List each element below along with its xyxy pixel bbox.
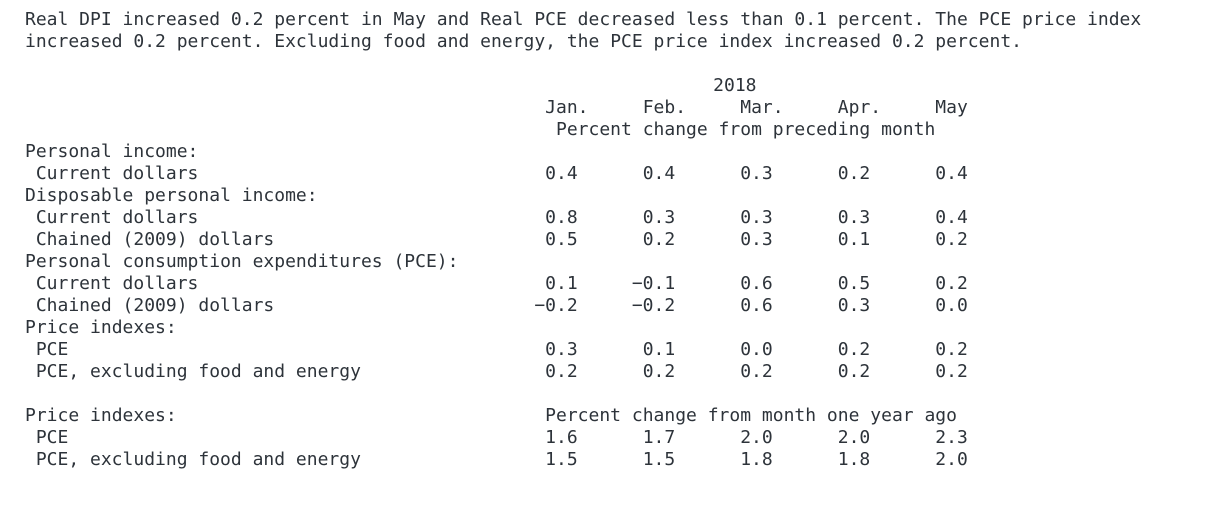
- table-row: Personal income:: [25, 141, 1205, 163]
- year-header: 2018: [713, 75, 757, 96]
- table-row: PCE 0.3 0.1 0.0 0.2 0.2: [25, 339, 1205, 361]
- cell-value: 2.0: [740, 427, 773, 448]
- cell-value: 0.1: [642, 339, 676, 360]
- table-row: Current dollars 0.1 −0.1 0.6 0.5 0.2: [25, 273, 1205, 295]
- cell-value: 2.3: [935, 427, 968, 448]
- row-label: Current dollars: [35, 207, 199, 228]
- cell-value: 0.4: [545, 163, 578, 184]
- cell-value: 0.4: [935, 207, 968, 228]
- cell-value: 0.1: [545, 273, 578, 294]
- row-label: Personal consumption expenditures (PCE):: [25, 251, 459, 272]
- cell-value: 1.8: [740, 449, 773, 470]
- row-label: Current dollars: [35, 273, 199, 294]
- cell-value: 0.3: [837, 295, 871, 316]
- table-row: Current dollars 0.4 0.4 0.3 0.2 0.4: [25, 163, 1205, 185]
- section-subheader: Percent change from month one year ago: [545, 405, 957, 426]
- table-section-1: Personal income: Current dollars 0.4 0.4 0.3…: [25, 141, 1205, 383]
- cell-value: 0.6: [740, 273, 773, 294]
- cell-value: 0.4: [642, 163, 676, 184]
- cell-value: 0.4: [935, 163, 968, 184]
- row-label: Disposable personal income:: [25, 185, 318, 206]
- cell-value: 0.2: [935, 361, 968, 382]
- cell-value: 0.2: [935, 229, 968, 250]
- data-table: Personal income: Current dollars 0.4 0.4 0.3…: [25, 141, 1205, 471]
- column-header-feb: Feb.: [642, 97, 687, 118]
- table-row: Price indexes: Percent change from month …: [25, 405, 1205, 427]
- cell-value: 0.2: [545, 361, 578, 382]
- cell-value: 0.2: [837, 163, 871, 184]
- cell-value: 2.0: [935, 449, 968, 470]
- table-row: Chained (2009) dollars −0.2 −0.2 0.6 0.3 0.0: [25, 295, 1205, 317]
- column-header-apr: Apr.: [837, 97, 882, 118]
- row-label: PCE: [35, 339, 69, 360]
- table-row: Disposable personal income:: [25, 185, 1205, 207]
- cell-value: 0.3: [740, 229, 773, 250]
- column-header-may: May: [935, 97, 968, 118]
- cell-value: −0.2: [534, 295, 578, 316]
- row-label: Chained (2009) dollars: [35, 295, 275, 316]
- period-subheader: Percent change from preceding month: [556, 119, 936, 140]
- cell-value: 0.3: [642, 207, 676, 228]
- table-row: PCE 1.6 1.7 2.0 2.0 2.3: [25, 427, 1205, 449]
- cell-value: 0.6: [740, 295, 773, 316]
- row-label: Personal income:: [25, 141, 199, 162]
- cell-value: 0.2: [935, 339, 968, 360]
- row-label: PCE, excluding food and energy: [35, 449, 361, 470]
- cell-value: 0.2: [740, 361, 773, 382]
- cell-value: 0.1: [837, 229, 871, 250]
- table-row: Price indexes:: [25, 317, 1205, 339]
- cell-value: 1.6: [545, 427, 578, 448]
- table-row: Personal consumption expenditures (PCE):: [25, 251, 1205, 273]
- cell-value: 1.5: [642, 449, 676, 470]
- cell-value: 0.5: [545, 229, 578, 250]
- cell-value: 1.8: [837, 449, 871, 470]
- cell-value: 0.3: [740, 207, 773, 228]
- table-row: PCE, excluding food and energy 0.2 0.2 0.2 0…: [25, 361, 1205, 383]
- row-label: Chained (2009) dollars: [35, 229, 275, 250]
- cell-value: 1.7: [642, 427, 676, 448]
- column-header-mar: Mar.: [740, 97, 784, 118]
- cell-value: 0.8: [545, 207, 578, 228]
- cell-value: 0.2: [837, 339, 871, 360]
- table-row: Current dollars 0.8 0.3 0.3 0.3 0.4: [25, 207, 1205, 229]
- cell-value: 1.5: [545, 449, 578, 470]
- cell-value: 0.2: [642, 361, 676, 382]
- cell-value: 2.0: [837, 427, 871, 448]
- cell-value: 0.0: [740, 339, 773, 360]
- intro-paragraph: Real DPI increased 0.2 percent in May an…: [25, 9, 1153, 52]
- cell-value: 0.5: [837, 273, 871, 294]
- cell-value: 0.3: [740, 163, 773, 184]
- column-headers-row: Jan. Feb. Mar. Apr. May: [545, 97, 1205, 119]
- row-label: Price indexes:: [25, 317, 177, 338]
- cell-value: 0.0: [935, 295, 968, 316]
- cell-value: −0.1: [631, 273, 676, 294]
- cell-value: 0.2: [642, 229, 676, 250]
- cell-value: −0.2: [631, 295, 676, 316]
- row-label: Price indexes:: [25, 405, 177, 426]
- cell-value: 0.2: [935, 273, 968, 294]
- cell-value: 0.2: [837, 361, 871, 382]
- cell-value: 0.3: [837, 207, 871, 228]
- table-row: Chained (2009) dollars 0.5 0.2 0.3 0.1 0.2: [25, 229, 1205, 251]
- row-label: PCE: [35, 427, 69, 448]
- cell-value: 0.3: [545, 339, 578, 360]
- table-row: PCE, excluding food and energy 1.5 1.5 1.8 1…: [25, 449, 1205, 471]
- row-label: Current dollars: [35, 163, 199, 184]
- column-header-jan: Jan.: [545, 97, 589, 118]
- row-label: PCE, excluding food and energy: [35, 361, 361, 382]
- table-section-2: Price indexes: Percent change from month …: [25, 405, 1205, 471]
